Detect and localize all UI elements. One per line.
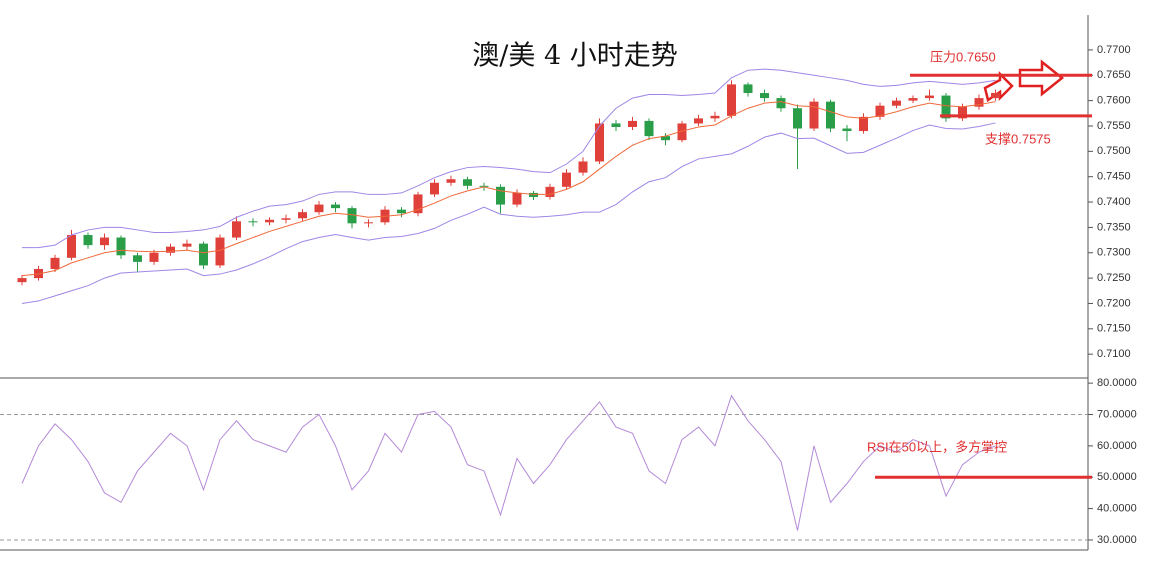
candle-body: [644, 120, 654, 137]
candle-body: [727, 84, 736, 116]
band-line: [21, 101, 996, 277]
arrow: [983, 70, 1014, 103]
candle-body: [908, 98, 918, 101]
y-tick-label: 40.0000: [1097, 503, 1137, 515]
candle-body: [809, 101, 819, 129]
candle-body: [694, 118, 703, 124]
candle-body: [529, 192, 538, 197]
candle-body: [50, 257, 60, 269]
candle-body: [743, 84, 753, 94]
candle-body: [677, 123, 687, 141]
y-tick-label: 0.7600: [1097, 95, 1131, 107]
candle-body: [364, 222, 373, 224]
band-line: [22, 68, 996, 249]
y-tick-label: 0.7450: [1097, 171, 1131, 183]
candle-body: [463, 179, 472, 186]
candle-body: [331, 204, 340, 209]
candle-body: [397, 209, 406, 214]
y-tick-label: 30.0000: [1097, 534, 1137, 546]
candle-body: [710, 115, 720, 119]
candle-body: [793, 108, 802, 129]
candle-body: [941, 95, 951, 119]
y-tick-label: 0.7700: [1097, 44, 1131, 56]
y-tick-label: 0.7300: [1097, 247, 1131, 259]
candle-body: [958, 106, 967, 119]
annotation-text: 支撑0.7575: [985, 131, 1051, 146]
chart-title: 澳/美 4 小时走势: [472, 41, 677, 72]
candle-body: [281, 218, 291, 220]
candle-body: [760, 93, 769, 99]
candle-body: [149, 252, 159, 262]
candle-body: [182, 243, 192, 247]
candle-body: [67, 235, 76, 258]
candle-body: [446, 179, 456, 183]
candle-body: [347, 208, 357, 224]
annotation-text: 压力0.7650: [930, 49, 996, 64]
candle-body: [100, 237, 109, 246]
arrow: [1018, 59, 1065, 97]
candle-body: [133, 255, 142, 262]
y-tick-label: 50.0000: [1097, 471, 1137, 483]
annotation-text: RSI在50以上，多方掌控: [867, 439, 1007, 454]
y-tick-label: 80.0000: [1097, 377, 1137, 389]
candle-body: [496, 186, 505, 205]
candle-body: [17, 278, 27, 283]
y-tick-label: 0.7500: [1097, 145, 1131, 157]
y-tick-label: 0.7400: [1097, 196, 1131, 208]
candle-body: [842, 128, 852, 132]
candle-body: [974, 98, 984, 107]
rsi-line: [21, 394, 996, 531]
band-line: [21, 122, 996, 304]
candle-body: [116, 237, 126, 256]
y-tick-label: 0.7200: [1097, 297, 1131, 309]
candle-body: [661, 136, 670, 141]
candle-body: [314, 204, 324, 213]
candle-body: [413, 194, 423, 214]
candle-body: [578, 161, 588, 173]
candle-body: [562, 172, 571, 187]
candle-body: [83, 235, 93, 246]
candle-body: [628, 120, 637, 127]
candle-body: [991, 93, 1000, 99]
y-tick-label: 0.7100: [1097, 348, 1131, 360]
candle-body: [545, 186, 555, 197]
candle-body: [826, 101, 835, 129]
candle-body: [512, 192, 522, 205]
candle-body: [875, 105, 885, 117]
candle-body: [215, 237, 225, 266]
candle-body: [248, 221, 258, 223]
y-tick-label: 0.7350: [1097, 221, 1131, 233]
candle-body: [199, 243, 208, 266]
candle-body: [776, 98, 786, 109]
candle-body: [298, 212, 307, 219]
y-tick-label: 0.7150: [1097, 323, 1131, 335]
candle-body: [166, 246, 175, 253]
candle-body: [430, 182, 439, 195]
y-tick-label: 0.7650: [1097, 69, 1131, 81]
candle-body: [232, 221, 241, 238]
y-tick-label: 0.7250: [1097, 272, 1131, 284]
candle-body: [925, 95, 934, 99]
candle-body: [859, 116, 868, 132]
candle-body: [265, 219, 274, 223]
candle-body: [611, 123, 621, 127]
candle-body: [595, 123, 604, 162]
y-tick-label: 70.0000: [1097, 408, 1137, 420]
y-tick-label: 60.0000: [1097, 440, 1137, 452]
y-tick-label: 0.7550: [1097, 120, 1131, 132]
candle-body: [892, 100, 901, 106]
